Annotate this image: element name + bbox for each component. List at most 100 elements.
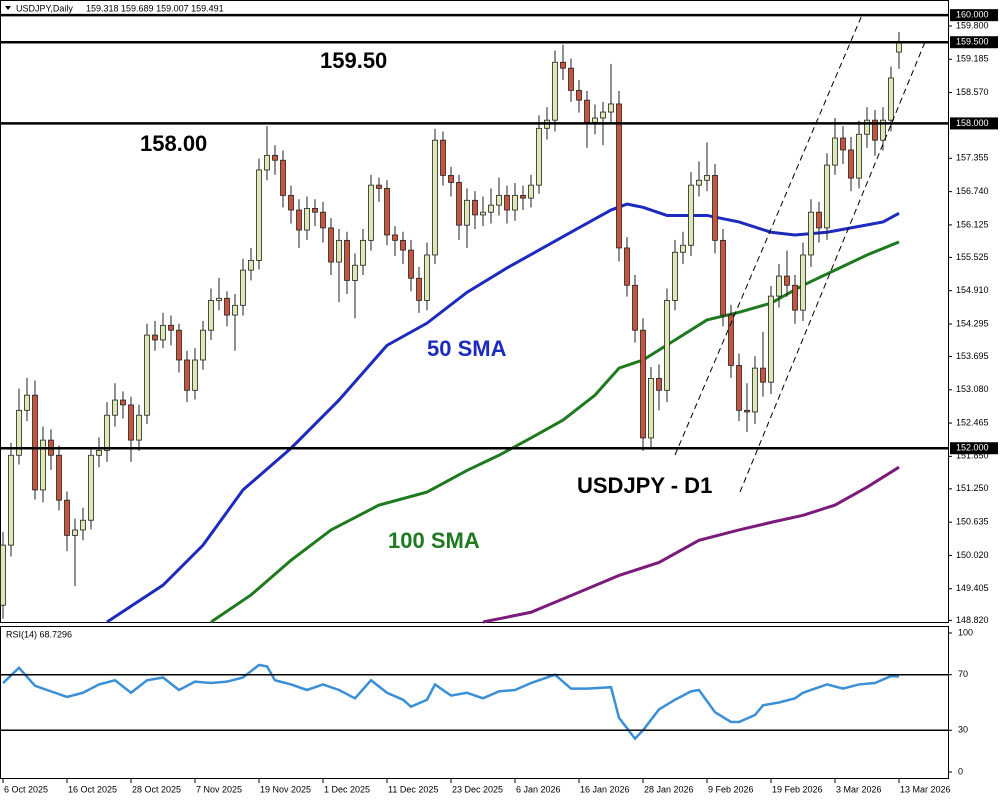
candle-body	[32, 394, 38, 491]
moving-average	[106, 202, 900, 624]
candle-body	[744, 409, 750, 413]
x-tick-label: 28 Jan 2026	[644, 784, 694, 794]
candle-body	[840, 137, 846, 151]
candle-body	[496, 195, 502, 206]
candle-body	[392, 234, 398, 241]
candle-body	[640, 329, 646, 439]
candle-body	[200, 329, 206, 361]
level-label: 159.500	[956, 37, 989, 47]
candle-body	[16, 409, 22, 456]
candle-body	[784, 275, 790, 286]
level-label-box	[950, 442, 998, 455]
candle-body	[624, 247, 630, 286]
candle-body	[248, 259, 254, 271]
candle-body	[72, 529, 78, 536]
candle-body	[8, 454, 14, 546]
candle-body	[256, 169, 262, 261]
candle-body	[184, 359, 190, 391]
candle-body	[856, 133, 862, 179]
candle-body	[424, 254, 430, 301]
candle-body	[448, 174, 454, 183]
rsi-tick-label: 100	[958, 627, 973, 637]
candle-body	[656, 377, 662, 391]
candle-body	[616, 103, 622, 249]
candle-body	[280, 159, 286, 196]
y-tick-label: 150.020	[956, 550, 989, 560]
rsi-tick-label: 70	[958, 669, 968, 679]
channel-line	[674, 14, 863, 456]
x-tick-label: 7 Nov 2025	[196, 784, 242, 794]
symbol-label: USDJPY,Daily	[16, 3, 73, 13]
candle-body	[168, 324, 174, 331]
candle-body	[64, 499, 70, 536]
candle-body	[56, 454, 62, 501]
candle-body	[896, 42, 902, 53]
candle-body	[720, 239, 726, 316]
candle-body	[144, 334, 150, 416]
candle-body	[552, 61, 558, 121]
candle-body	[688, 184, 694, 246]
candle-body	[320, 211, 326, 229]
candle-body	[104, 414, 110, 451]
y-tick-label: 157.355	[956, 153, 989, 163]
candle-body	[24, 394, 30, 411]
candle-body	[176, 329, 182, 361]
rsi-tick-label: 30	[958, 725, 968, 735]
x-tick-label: 3 Mar 2026	[836, 784, 882, 794]
annotation: USDJPY - D1	[577, 473, 712, 498]
candle-body	[600, 111, 606, 119]
x-tick-label: 16 Oct 2025	[68, 784, 117, 794]
candle-body	[464, 199, 470, 226]
candle-body	[608, 103, 614, 113]
candle-body	[368, 184, 374, 241]
candle-body	[408, 249, 414, 279]
candle-body	[312, 208, 318, 213]
candle-body	[88, 454, 94, 521]
y-tick-label: 153.080	[956, 384, 989, 394]
candle-body	[416, 277, 422, 301]
candle-body	[888, 77, 894, 121]
y-tick-label: 154.910	[956, 285, 989, 295]
y-tick-label: 149.405	[956, 583, 989, 593]
level-label: 160.000	[956, 10, 989, 20]
candle-body	[632, 284, 638, 331]
candle-body	[304, 208, 310, 231]
candle-body	[160, 324, 166, 341]
candle-body	[776, 275, 782, 297]
candle-body	[848, 149, 854, 179]
x-tick-label: 19 Nov 2025	[260, 784, 311, 794]
candle-body	[584, 99, 590, 123]
candle-body	[800, 254, 806, 311]
y-tick-label: 155.525	[956, 252, 989, 262]
candle-body	[536, 127, 542, 186]
x-tick-label: 11 Dec 2025	[388, 784, 438, 794]
candle-body	[240, 269, 246, 306]
candle-body	[272, 154, 278, 161]
candle-body	[592, 117, 598, 123]
x-tick-label: 6 Jan 2026	[516, 784, 561, 794]
candle-body	[680, 244, 686, 253]
candle-body	[216, 297, 222, 301]
rsi-title: RSI(14) 68.7296	[6, 629, 72, 639]
rsi-panel	[0, 626, 949, 779]
candle-body	[192, 359, 198, 391]
rsi-tick-label: 0	[958, 766, 963, 776]
sma-label: 50 SMA	[427, 336, 507, 361]
candle-body	[752, 367, 758, 413]
candle-body	[808, 211, 814, 256]
main-panel	[0, 0, 949, 623]
y-tick-label: 148.820	[956, 615, 989, 625]
candle-body	[768, 295, 774, 383]
candle-body	[136, 414, 142, 441]
y-tick-label: 153.695	[956, 351, 989, 361]
y-tick-label: 159.800	[956, 20, 989, 30]
ohlc-label: 159.318 159.689 159.007 159.491	[86, 3, 224, 13]
candle-body	[480, 211, 486, 216]
level-label: 158.000	[956, 118, 989, 128]
candle-body	[288, 195, 294, 211]
y-tick-label: 156.125	[956, 219, 989, 229]
y-tick-label: 151.250	[956, 483, 989, 493]
candle-body	[112, 399, 118, 416]
candle-body	[352, 264, 358, 281]
x-tick-label: 19 Feb 2026	[772, 784, 823, 794]
